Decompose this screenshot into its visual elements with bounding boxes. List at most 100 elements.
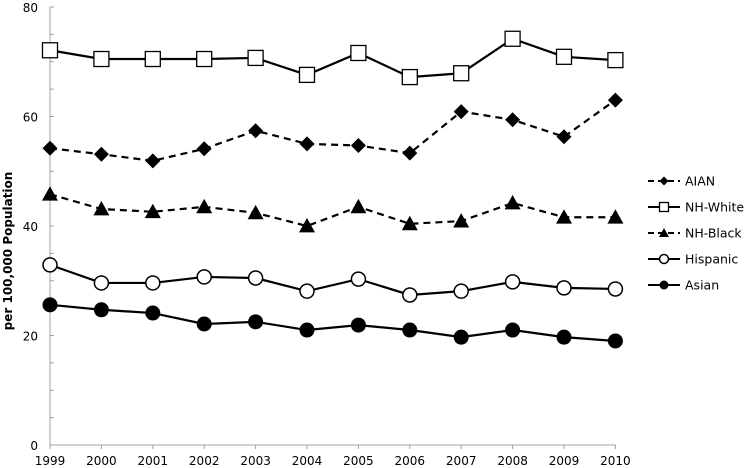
series-layer: [41, 30, 624, 349]
x-tick-label: 2006: [395, 454, 426, 468]
circle-open-marker: [556, 280, 572, 296]
x-tick-label: 2009: [549, 454, 580, 468]
diamond-marker: [145, 153, 161, 169]
triangle-marker: [607, 209, 624, 224]
square-marker: [607, 51, 624, 69]
legend-item-aian: AIAN: [648, 174, 715, 189]
series-aian: [42, 92, 623, 169]
triangle-marker: [93, 201, 110, 216]
x-tick-label: 2010: [600, 454, 631, 468]
triangle-marker: [504, 195, 521, 210]
x-tick-label: 2008: [497, 454, 528, 468]
triangle-marker: [196, 198, 213, 214]
circle-open-marker: [93, 275, 110, 291]
series-line: [49, 99, 617, 162]
square-marker: [196, 50, 213, 68]
triangle-marker: [556, 209, 572, 224]
square-marker: [247, 49, 264, 67]
circle-open-marker: [350, 271, 367, 287]
square-marker: [41, 42, 59, 59]
diamond-marker: [607, 92, 623, 108]
triangle-marker: [42, 186, 58, 201]
legend-label: AIAN: [685, 174, 715, 189]
x-tick-label: 2003: [240, 454, 271, 468]
y-axis-title: per 100,000 Population: [1, 172, 15, 331]
square-marker: [144, 50, 161, 68]
circle-filled-marker: [505, 322, 521, 338]
legend: AIAN NH-White NH-Black Hispanic Asian: [648, 174, 744, 293]
x-tick-label: 2004: [292, 454, 323, 468]
triangle-marker: [247, 204, 264, 220]
y-tick-label: 0: [30, 439, 38, 453]
triangle-marker: [144, 203, 161, 219]
square-marker: [504, 30, 521, 47]
circle-filled-marker: [299, 322, 315, 338]
x-tick-label: 1999: [35, 454, 66, 468]
legend-item-asian: Asian: [648, 278, 719, 293]
y-tick-label: 80: [23, 1, 38, 15]
triangle-marker: [299, 218, 315, 233]
circle-open-marker: [453, 283, 469, 299]
diamond-marker: [505, 112, 521, 128]
y-tick-label: 60: [23, 111, 38, 125]
series-line: [49, 193, 616, 228]
circle-filled-marker: [402, 322, 418, 338]
legend-item-nh-white: NH-White: [648, 200, 744, 215]
diamond-marker: [42, 140, 58, 156]
triangle-marker: [659, 228, 669, 237]
circle-filled-marker: [196, 316, 212, 332]
axes: 0 20 40 60 80 1999 2000 2001 2002 2003 2004 2005 200…: [1, 1, 631, 468]
legend-item-nh-black: NH-Black: [648, 226, 742, 241]
x-tick-label: 2001: [138, 454, 169, 468]
circle-filled-marker: [350, 317, 366, 333]
circle-open-marker: [42, 257, 58, 273]
legend-label: NH-Black: [685, 226, 742, 241]
diamond-marker: [248, 123, 264, 139]
series-nh-black: [42, 186, 624, 233]
x-tick-label: 2005: [343, 454, 374, 468]
series-line: [49, 37, 616, 79]
series-line: [49, 263, 616, 297]
square-marker: [298, 66, 316, 84]
y-tick-label: 20: [23, 330, 38, 344]
square-marker: [555, 48, 573, 65]
circle-open-marker: [607, 281, 624, 297]
diamond-marker: [93, 146, 109, 162]
circle-filled-marker: [453, 329, 469, 345]
circle-open-marker: [196, 269, 212, 285]
diamond-marker: [453, 104, 469, 120]
circle-open-marker: [247, 270, 264, 286]
diamond-marker: [402, 145, 418, 161]
legend-label: NH-White: [685, 200, 744, 215]
diamond-marker: [196, 141, 212, 157]
circle-filled-marker: [659, 280, 669, 290]
y-tick-label: 40: [23, 220, 38, 234]
series-nh-white: [41, 30, 624, 86]
triangle-marker: [453, 213, 470, 228]
circle-filled-marker: [556, 329, 572, 345]
circle-open-marker: [145, 275, 161, 291]
circle-filled-marker: [42, 297, 58, 313]
circle-open-marker: [402, 287, 418, 303]
circle-open-marker: [658, 253, 670, 265]
triangle-marker: [350, 198, 367, 214]
legend-label: Asian: [685, 278, 719, 293]
series-hispanic: [42, 257, 624, 303]
square-marker: [658, 201, 670, 213]
square-marker: [453, 65, 470, 82]
series-line: [49, 303, 616, 343]
x-tick-label: 2007: [446, 454, 477, 468]
triangle-marker: [401, 215, 418, 231]
circle-filled-marker: [93, 302, 109, 318]
circle-filled-marker: [248, 314, 264, 330]
series-asian: [42, 297, 623, 349]
diamond-marker: [556, 129, 572, 145]
square-marker: [350, 44, 367, 62]
circle-filled-marker: [145, 305, 161, 321]
x-tick-label: 2002: [189, 454, 220, 468]
diamond-marker: [299, 136, 315, 152]
legend-label: Hispanic: [685, 252, 738, 267]
square-marker: [93, 50, 110, 68]
circle-filled-marker: [607, 333, 623, 349]
